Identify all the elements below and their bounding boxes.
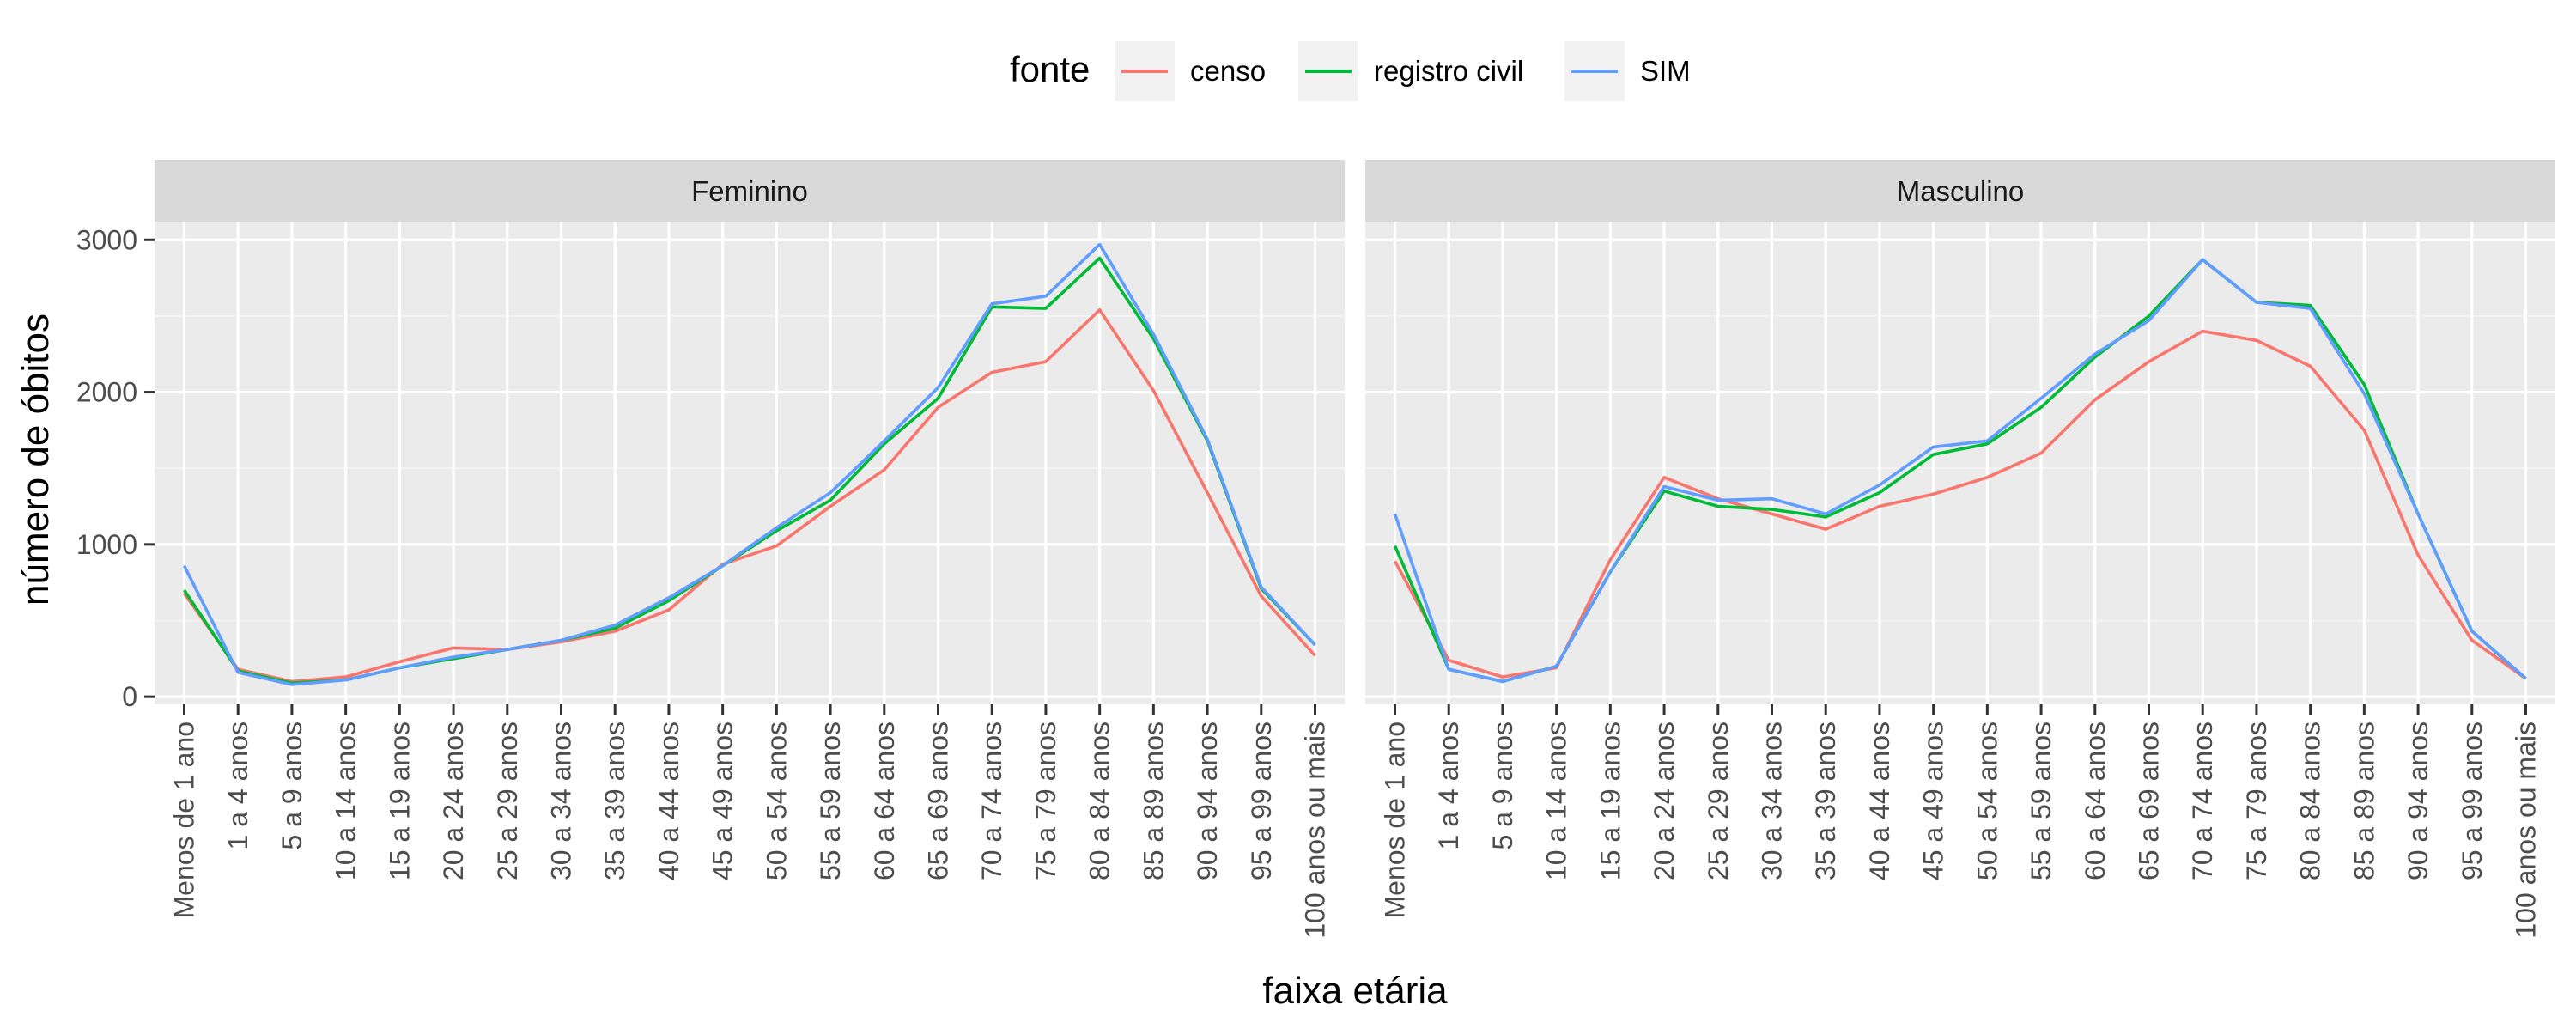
- x-tick-label: 1 a 4 anos: [222, 721, 253, 849]
- x-tick-label: 85 a 89 anos: [2348, 721, 2379, 880]
- y-tick-label: 3000: [76, 224, 137, 255]
- legend-entry-censo: censo: [1115, 41, 1266, 101]
- x-tick-label: 65 a 69 anos: [923, 721, 954, 880]
- x-tick-label: 75 a 79 anos: [2241, 721, 2272, 880]
- x-tick-label: 60 a 64 anos: [2080, 721, 2111, 880]
- x-tick-label: 10 a 14 anos: [1541, 721, 1572, 880]
- legend-label-sim: SIM: [1640, 55, 1691, 87]
- x-tick-label: 55 a 59 anos: [2026, 721, 2057, 880]
- legend-entry-registro-civil: registro civil: [1298, 41, 1523, 101]
- legend-title: fonte: [1010, 49, 1090, 89]
- x-tick-label: 100 anos ou mais: [2511, 721, 2542, 939]
- x-tick-label: 70 a 74 anos: [2187, 721, 2218, 880]
- x-tick-label: 40 a 44 anos: [1864, 721, 1895, 880]
- x-tick-label: 50 a 54 anos: [1971, 721, 2002, 880]
- x-tick-label: 5 a 9 anos: [1487, 721, 1518, 849]
- y-tick-label: 1000: [76, 529, 137, 560]
- panel-feminino: Feminino 0 1000 2000 3000 Menos de 1 ano 1 a 4…: [76, 160, 1345, 939]
- x-tick-label: 20 a 24 anos: [438, 721, 469, 880]
- panel-background: [1365, 222, 2555, 704]
- y-axis-title: número de óbitos: [15, 314, 57, 606]
- x-tick-label: 95 a 99 anos: [1246, 721, 1277, 880]
- strip-background: [155, 160, 1345, 222]
- x-axis-title: faixa etária: [1262, 970, 1448, 1012]
- x-tick-label: 55 a 59 anos: [815, 721, 846, 880]
- x-tick-label: 45 a 49 anos: [708, 721, 738, 880]
- x-tick-label: 60 a 64 anos: [869, 721, 900, 880]
- legend: fonte censo registro civil SIM: [1010, 41, 1691, 101]
- x-tick-label: 1 a 4 anos: [1433, 721, 1464, 849]
- y-tick-label: 0: [122, 681, 137, 712]
- legend-label-censo: censo: [1190, 55, 1266, 87]
- x-tick-label: 95 a 99 anos: [2457, 721, 2488, 880]
- x-tick-label: 10 a 14 anos: [331, 721, 361, 880]
- panel-masculino: Masculino Menos de 1 ano 1 a 4 anos 5 a 9 a…: [1365, 160, 2555, 939]
- x-tick-label: 90 a 94 anos: [1192, 721, 1223, 880]
- x-tick-label: 40 a 44 anos: [653, 721, 684, 880]
- strip-background: [1365, 160, 2555, 222]
- x-tick-label: Menos de 1 ano: [168, 721, 199, 919]
- x-tick-label: 35 a 39 anos: [599, 721, 630, 880]
- series-line-sim: [182, 242, 1316, 686]
- panel-background: [155, 222, 1345, 704]
- x-tick-label: 90 a 94 anos: [2403, 721, 2433, 880]
- x-tick-label: 100 anos ou mais: [1300, 721, 1331, 939]
- series-line-sim: [1393, 258, 2527, 684]
- series-line-censo: [1393, 329, 2527, 680]
- panels: Feminino 0 1000 2000 3000 Menos de 1 ano 1 a 4…: [76, 160, 2555, 939]
- x-tick-label: 80 a 84 anos: [2295, 721, 2326, 880]
- x-tick-label: 5 a 9 anos: [276, 721, 307, 849]
- x-tick-label: 45 a 49 anos: [1918, 721, 1949, 880]
- x-tick-label: 85 a 89 anos: [1138, 721, 1169, 880]
- y-tick-label: 2000: [76, 377, 137, 408]
- x-tick-label: 25 a 29 anos: [492, 721, 523, 880]
- x-tick-label: 15 a 19 anos: [1595, 721, 1625, 880]
- x-tick-label: 30 a 34 anos: [545, 721, 576, 880]
- x-tick-label: 35 a 39 anos: [1810, 721, 1841, 880]
- x-tick-label: 75 a 79 anos: [1030, 721, 1061, 880]
- x-tick-label: 25 a 29 anos: [1703, 721, 1734, 880]
- strip-label: Masculino: [1897, 175, 2025, 207]
- x-tick-label: 15 a 19 anos: [384, 721, 415, 880]
- legend-entry-sim: SIM: [1564, 41, 1691, 101]
- x-tick-label: 30 a 34 anos: [1756, 721, 1787, 880]
- x-tick-label: 20 a 24 anos: [1649, 721, 1680, 880]
- x-tick-label: 50 a 54 anos: [761, 721, 792, 880]
- x-tick-label: Menos de 1 ano: [1379, 721, 1410, 919]
- x-tick-label: 80 a 84 anos: [1084, 721, 1115, 880]
- series-line-censo: [183, 307, 1316, 684]
- x-tick-label: 65 a 69 anos: [2134, 721, 2165, 880]
- x-tick-label: 70 a 74 anos: [976, 721, 1007, 880]
- strip-label: Feminino: [691, 175, 808, 207]
- legend-label-registro-civil: registro civil: [1374, 55, 1523, 87]
